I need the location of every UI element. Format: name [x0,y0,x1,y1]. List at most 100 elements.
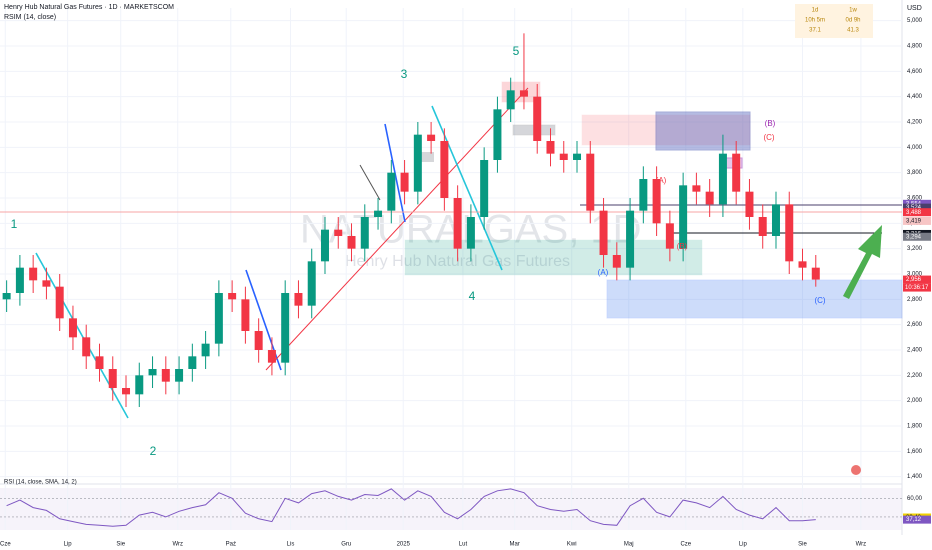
candle-body [294,293,303,306]
candle-body [148,369,157,376]
candle-body [427,134,436,141]
y-tick-label: 5,000 [907,18,923,24]
wave-label: 2 [150,444,157,458]
stats-cell: 41.3 [847,28,859,34]
candle-body [440,141,449,198]
candle-body [612,255,621,268]
candle-body [626,210,635,268]
candle-body [108,369,117,388]
stats-table: 1d 10h 5m 37.1 1w 0d 9h 41.3 [795,4,873,38]
stats-cell: 0d 9h [845,18,860,24]
candle-body [573,153,582,160]
candle-body [546,141,555,154]
candle-body [387,172,396,211]
y-tick-label: 2,000 [907,398,923,404]
candle-body [466,217,475,249]
price-label-bg [903,203,931,212]
y-tick-label: 4,800 [907,44,923,50]
price-label-bg [903,232,931,241]
rsi-line [6,488,816,527]
watermark-subtitle: Henry Hub Natural Gas Futures [345,253,570,270]
candle-body [95,356,104,369]
candle-body [586,153,595,211]
candle-body [68,318,77,338]
candle-body [42,280,51,287]
trend-line [265,87,529,371]
candle-body [241,299,250,331]
trend-line [431,105,503,271]
x-tick-label: Cze [0,542,11,548]
x-tick-label: Maj [624,542,634,548]
stats-bg [795,4,873,38]
zone-box [606,279,903,319]
x-tick-label: Cze [680,542,691,548]
zone-box [404,239,703,276]
candle-body [705,191,714,205]
candle-body [267,350,276,363]
candle-body [161,369,170,382]
countdown: 10:36:17 [905,285,929,291]
x-tick-label: Wrz [856,542,867,548]
candle-body [228,293,237,300]
candle-body [480,160,489,217]
candle-body [758,217,767,236]
candle-body [175,369,184,382]
candle-body [307,261,316,306]
price-label-bg [903,208,931,217]
wave-label: 1 [11,217,18,231]
candle-body [413,134,422,192]
candle-body [785,204,794,262]
y-tick-label: 3,800 [907,170,923,176]
wave-label: (C) [763,133,774,142]
y-tick-label: 4,600 [907,69,923,75]
flag-icon [851,465,861,475]
y-tick-label: 2,200 [907,373,923,379]
candle-body [506,90,515,110]
y-tick-label: 4,200 [907,120,923,126]
x-tick-label: 2025 [397,542,411,548]
candle-body [599,210,608,255]
x-tick-label: Paź [226,542,236,548]
candle-body [334,229,343,236]
price-label: 3,294 [906,234,922,240]
candle-body [559,153,568,160]
candle-body [374,210,383,217]
candle-body [533,96,542,141]
stats-cell: 10h 5m [805,18,825,24]
trend-line [359,164,381,201]
x-tick-label: Sie [798,542,807,548]
candle-body [718,153,727,205]
candle-body [771,204,780,236]
candle-body [122,388,131,395]
candle-body [679,185,688,249]
y-tick-label: 4,000 [907,145,923,151]
x-tick-label: Mar [509,542,519,548]
candle-body [55,286,64,319]
rsi-value-bg [903,515,931,524]
price-label: 3,488 [906,210,922,216]
stats-cell: 1d [812,8,819,14]
y-tick-label: 3,600 [907,196,923,202]
rsi-tick-label: 60,00 [907,496,923,502]
x-tick-label: Lip [739,542,748,548]
wave-label: 5 [513,44,520,58]
rsi-value-label: 37,12 [906,517,922,523]
wave-label: (B) [765,119,776,128]
price-label-bg [903,275,931,284]
y-tick-label: 4,400 [907,94,923,100]
candle-body [400,172,409,192]
candle-body [201,343,210,357]
x-tick-label: Lis [287,542,295,548]
rsi-label: RSI (14, close, SMA, 14, 2) [4,480,77,486]
rsi-band [0,488,902,530]
price-label: 3,419 [906,219,922,225]
candle-body [453,198,462,249]
y-tick-label: 2,600 [907,322,923,328]
candle-body [519,90,528,97]
y-tick-label: 3,000 [907,272,923,278]
candle-body [15,267,24,293]
candle-body [493,109,502,160]
x-tick-label: Wrz [172,542,183,548]
